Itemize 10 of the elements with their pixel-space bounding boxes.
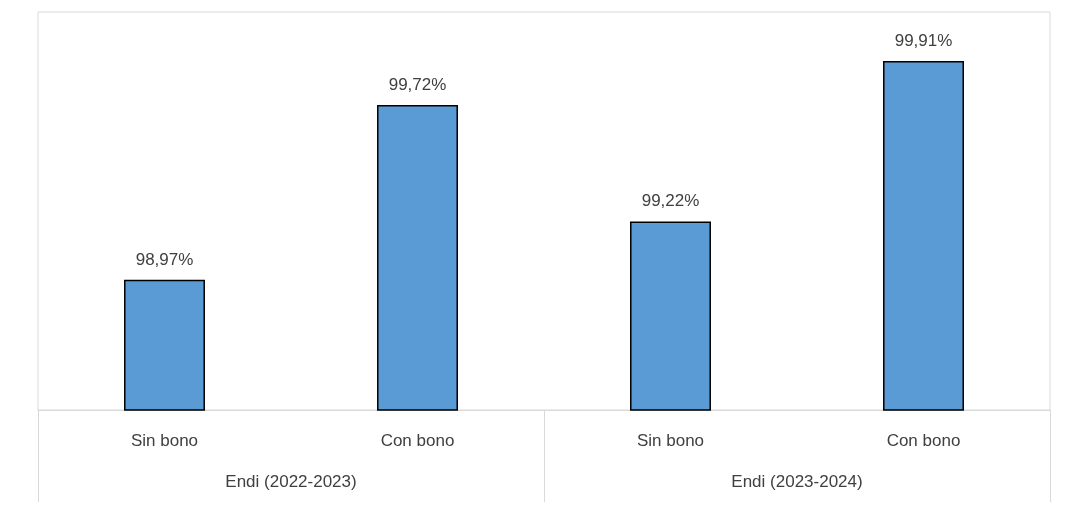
x-tick-label: Con bono [886, 431, 961, 450]
data-label: 99,22% [641, 191, 700, 211]
data-label: 99,91% [894, 30, 953, 50]
data-label: 99,72% [388, 75, 447, 95]
x-tick-label: Sin bono [130, 431, 199, 450]
x-tick-label: Sin bono [636, 431, 705, 450]
text: Endi (2023-2024) [731, 472, 863, 491]
x-tick-label: Con bono [380, 431, 455, 450]
data-label: 98,97% [135, 249, 194, 269]
text: Endi (2022-2023) [225, 472, 357, 491]
